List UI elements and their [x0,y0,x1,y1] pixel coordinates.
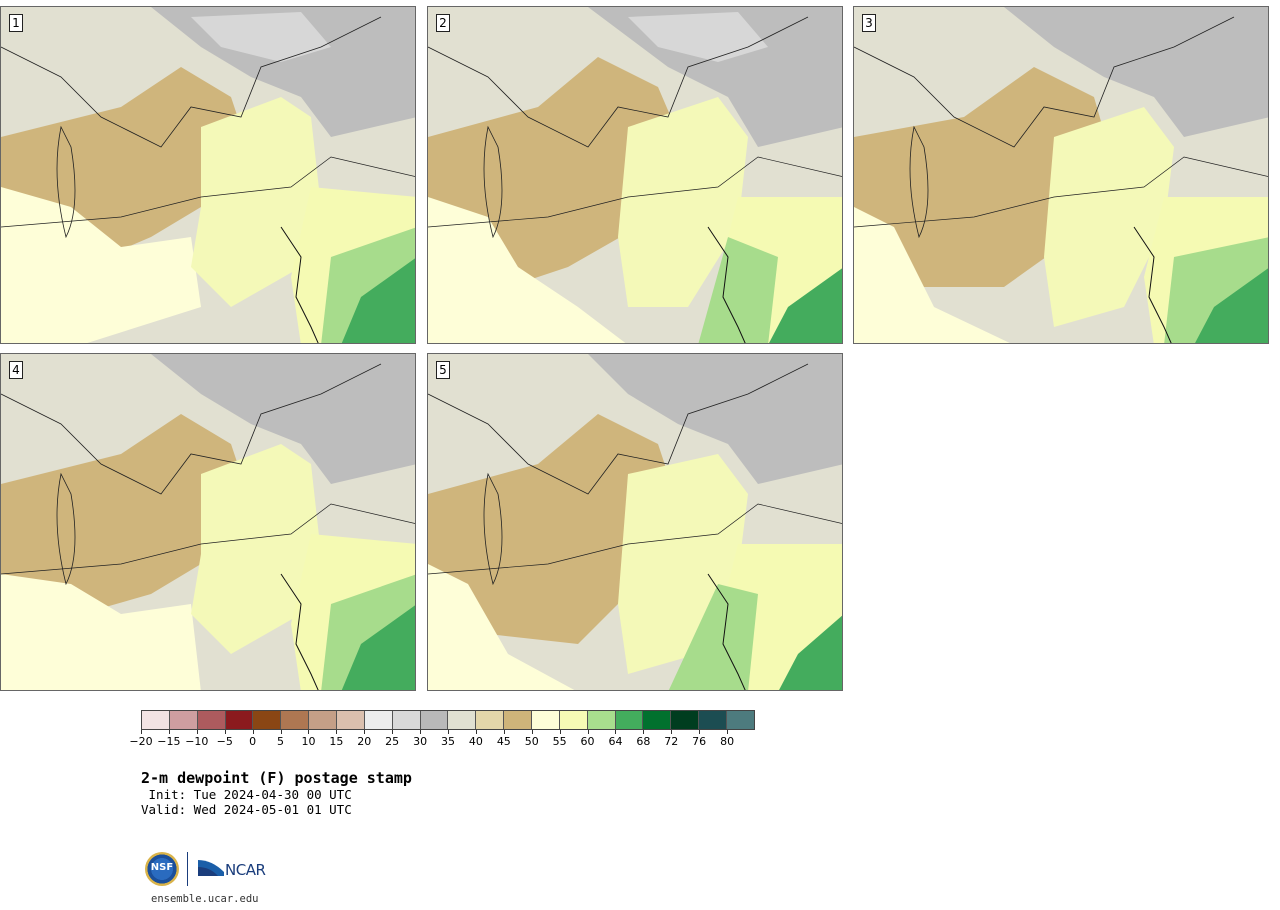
colorbar-tick [503,730,505,734]
colorbar-tick-label: −5 [216,735,233,748]
colorbar-swatch [699,711,728,729]
colorbar-tick-label: 76 [692,735,707,748]
sponsor-logos: NSF NCAR [145,850,275,890]
colorbar-tick [168,730,170,734]
colorbar-swatch [643,711,672,729]
colorbar-tick-label: 64 [608,735,623,748]
colorbar-tick-label: −15 [157,735,181,748]
colorbar-tick [336,730,338,734]
colorbar-tick-label: 60 [580,735,595,748]
logo-divider [187,852,188,886]
colorbar-swatch [504,711,533,729]
colorbar-tick [252,730,254,734]
map-panel-5: 5 [427,353,843,691]
dewpoint-map-1 [1,7,415,343]
dewpoint-map-3 [854,7,1268,343]
dewpoint-colorbar [141,710,755,730]
colorbar-swatch [169,711,198,729]
colorbar-tick-label: 45 [496,735,511,748]
colorbar-tick-label: 5 [277,735,285,748]
colorbar-swatch [197,711,226,729]
colorbar-swatch [392,711,421,729]
colorbar-tick [643,730,645,734]
colorbar-swatch [671,711,700,729]
colorbar-tick-label: 80 [720,735,735,748]
panel-number-label: 4 [9,361,23,379]
nsf-logo-text: NSF [150,862,174,873]
colorbar-swatch [532,711,560,729]
map-panel-1: 1 [0,6,416,344]
colorbar-swatch [253,711,282,729]
colorbar-swatch [727,711,754,729]
colorbar-tick-label: 10 [301,735,316,748]
colorbar-swatch [225,711,254,729]
colorbar-tick-label: 72 [664,735,679,748]
colorbar-tick [364,730,366,734]
colorbar-tick-label: 35 [441,735,455,748]
ncar-logo-text: NCAR [225,861,266,879]
panel-number-label: 1 [9,14,23,32]
colorbar-swatch [615,711,644,729]
colorbar-tick [448,730,449,734]
colorbar-swatch [559,711,588,729]
colorbar-swatch [142,711,170,729]
colorbar-tick [308,730,310,734]
colorbar-tick-label: −10 [185,735,209,748]
colorbar-tick [280,730,282,734]
panel-number-label: 3 [862,14,876,32]
colorbar-tick [727,730,729,734]
nsf-logo [145,852,179,886]
valid-time: Valid: Wed 2024-05-01 01 UTC [141,802,352,817]
colorbar-tick [699,730,701,734]
colorbar-swatch [448,711,477,729]
dewpoint-map-4 [1,354,415,690]
colorbar-swatch [337,711,365,729]
colorbar-tick [587,730,589,734]
colorbar-tick [420,730,422,734]
init-time: Init: Tue 2024-04-30 00 UTC [141,787,352,802]
colorbar-swatch [587,711,616,729]
colorbar-ticks: −20 −15 −10 −5 0 5 10 15 20 25 30 35 40 45 50 55 60 64 68 7… [129,730,755,750]
colorbar-tick [559,730,561,734]
map-panel-3: 3 [853,6,1269,344]
colorbar-tick [196,730,198,734]
colorbar-swatch [420,711,449,729]
colorbar-tick [671,730,673,734]
colorbar-tick [392,730,394,734]
colorbar-swatch [281,711,310,729]
site-url[interactable]: ensemble.ucar.edu [151,893,259,905]
colorbar-tick-label: 40 [468,735,483,748]
colorbar-tick-label: 15 [329,735,344,748]
colorbar-tick [531,730,533,734]
colorbar-swatch [309,711,338,729]
colorbar-tick-label: 50 [524,735,539,748]
colorbar-tick [475,730,477,734]
colorbar-swatch [364,711,393,729]
colorbar-tick-label: 0 [249,735,257,748]
colorbar-tick [224,730,226,734]
colorbar-tick [615,730,617,734]
colorbar-tick-label: 55 [552,735,567,748]
colorbar-tick-label: 30 [413,735,428,748]
map-panel-2: 2 [427,6,843,344]
colorbar-tick-label: 25 [385,735,400,748]
chart-title: 2-m dewpoint (F) postage stamp [141,769,412,787]
colorbar-tick-label: 68 [636,735,651,748]
map-panel-4: 4 [0,353,416,691]
panel-number-label: 5 [436,361,450,379]
dewpoint-map-2 [428,7,842,343]
colorbar-tick [141,730,142,734]
dewpoint-map-5 [428,354,842,690]
colorbar-swatch [476,711,505,729]
ncar-mark-icon [198,860,224,876]
colorbar-tick-label: 20 [357,735,372,748]
panel-number-label: 2 [436,14,450,32]
colorbar-tick-label: −20 [129,735,153,748]
